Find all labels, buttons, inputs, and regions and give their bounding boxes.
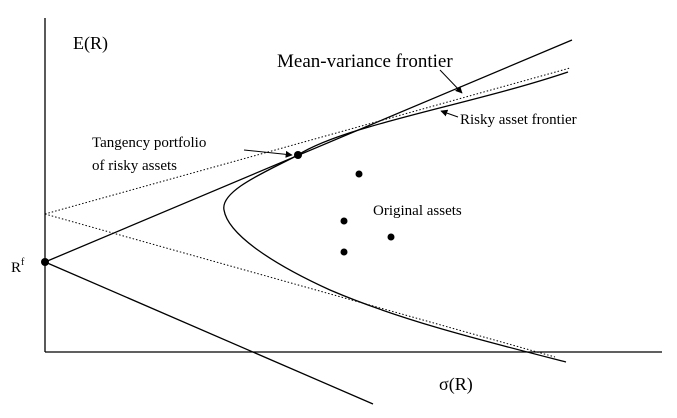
risk-free-superscript: f bbox=[21, 257, 25, 268]
mean-variance-upper-line bbox=[44, 39, 573, 263]
risky-asset-frontier-curve bbox=[223, 71, 569, 363]
x-axis-label: σ(R) bbox=[439, 374, 473, 395]
risky-asset-frontier-label: Risky asset frontier bbox=[460, 112, 577, 128]
risky-frontier-arrow bbox=[440, 109, 459, 118]
tangency-point bbox=[294, 151, 302, 159]
original-assets-label: Original assets bbox=[373, 203, 462, 219]
mean-variance-frontier-label: Mean-variance frontier bbox=[277, 51, 453, 72]
tangency-label-line1: Tangency portfolio bbox=[92, 135, 206, 151]
asset-point bbox=[355, 170, 363, 178]
risk-free-point bbox=[41, 258, 49, 266]
tangency-arrow bbox=[243, 149, 293, 158]
y-axis-label: E(R) bbox=[73, 33, 108, 54]
risk-free-label: Rf bbox=[11, 257, 25, 276]
mean-variance-arrow bbox=[439, 69, 463, 94]
asset-point bbox=[387, 233, 395, 241]
tangency-label-line2: of risky assets bbox=[92, 158, 177, 174]
mean-variance-lower-line bbox=[44, 261, 374, 405]
dotted-lower-line bbox=[44, 213, 556, 358]
asset-point bbox=[340, 217, 348, 225]
asset-point bbox=[340, 248, 348, 256]
